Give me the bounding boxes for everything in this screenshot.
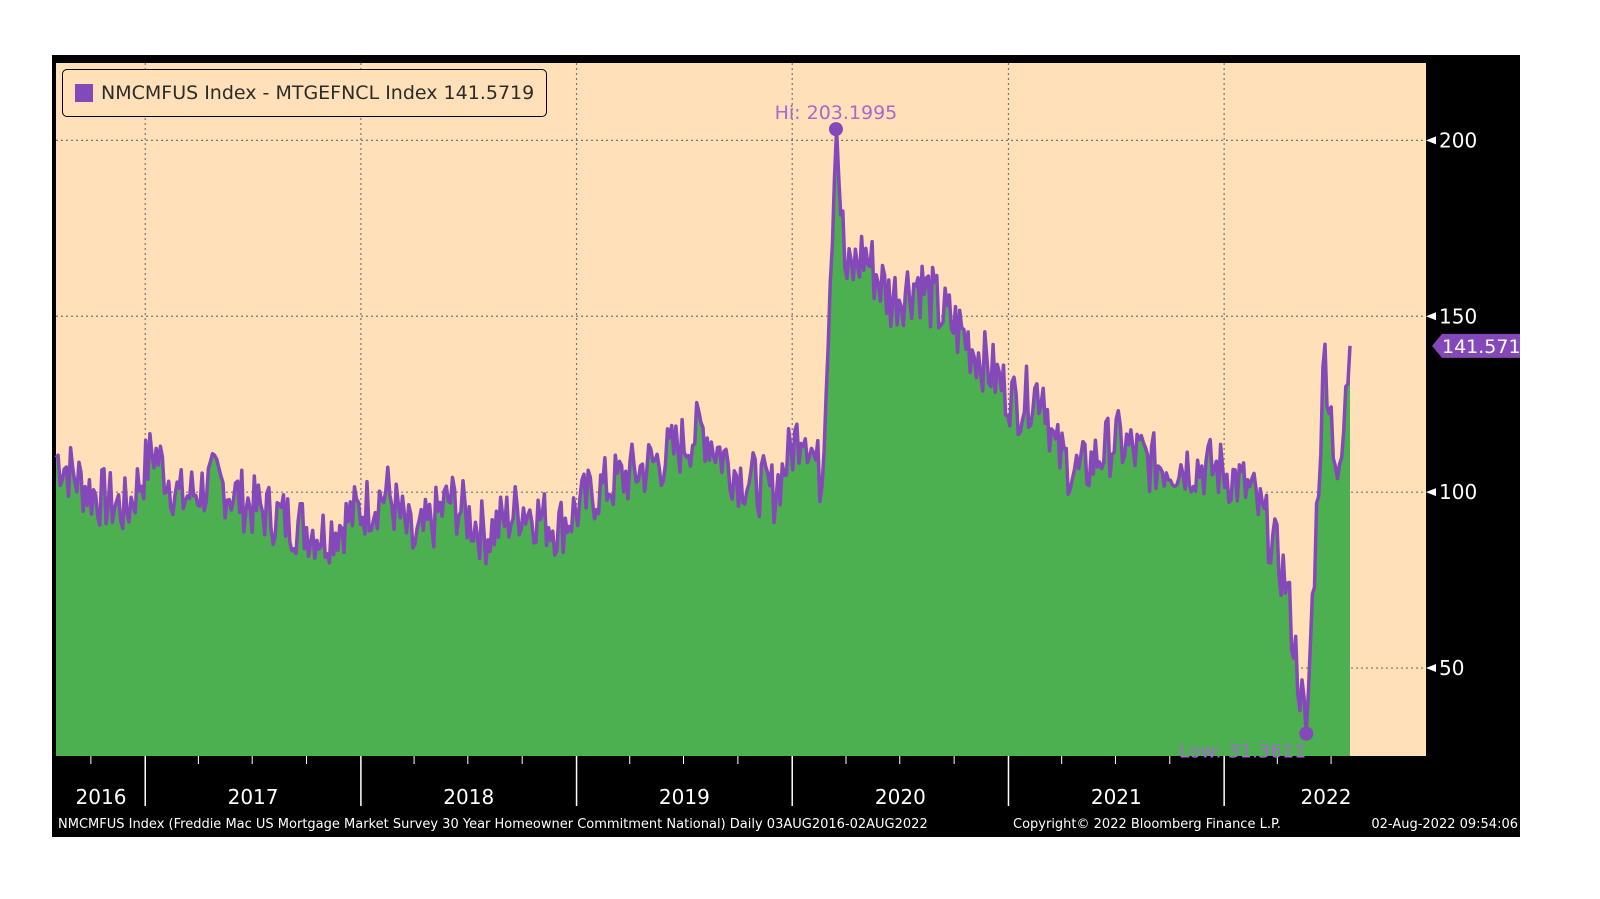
legend: NMCMFUS Index - MTGEFNCL Index 141.5719 [62,69,548,117]
last-value-flag [1432,333,1520,358]
axis-layer: 50 100 150 200 2016 2017 2018 2019 2020 2021 2022 [76,128,1478,809]
high-marker [828,122,843,137]
high-label: Hi: 203.1995 [775,102,898,124]
x-year-label-2020: 2020 [875,785,926,809]
low-label: Low: 31.3611 [1179,741,1306,763]
x-year-label-2022: 2022 [1301,785,1352,809]
y-tick-label-100: 100 [1439,480,1477,504]
y-tick-mark-50 [1426,664,1436,673]
legend-swatch [75,84,93,102]
footer-description: NMCMFUS Index (Freddie Mac US Mortgage M… [58,817,928,832]
y-tick-label-200: 200 [1439,128,1477,152]
y-tick-label-50: 50 [1439,656,1464,680]
grid-layer [56,63,1426,756]
last-value-label: 141.5719 [1442,336,1520,358]
x-year-label-2016: 2016 [76,785,127,809]
low-marker [1299,726,1314,741]
y-tick-mark-150 [1426,312,1436,321]
legend-label: NMCMFUS Index - MTGEFNCL Index 141.5719 [101,82,535,104]
y-tick-mark-200 [1426,136,1436,145]
footer-copyright: Copyright© 2022 Bloomberg Finance L.P. [1013,817,1281,832]
x-year-label-2017: 2017 [228,785,279,809]
x-year-label-2018: 2018 [443,785,494,809]
footer-bar: NMCMFUS Index (Freddie Mac US Mortgage M… [52,815,1520,837]
chart-frame: 50 100 150 200 2016 2017 2018 2019 2020 2021 2022 … [52,55,1520,837]
x-year-label-2019: 2019 [659,785,710,809]
marker-layer: Hi: 203.1995 Low: 31.3611 141.5719 [775,102,1520,763]
y-tick-label-150: 150 [1439,304,1477,328]
x-year-label-2021: 2021 [1091,785,1142,809]
series-line [54,127,1352,736]
footer-timestamp: 02-Aug-2022 09:54:06 [1371,817,1518,832]
y-tick-mark-100 [1426,488,1436,497]
